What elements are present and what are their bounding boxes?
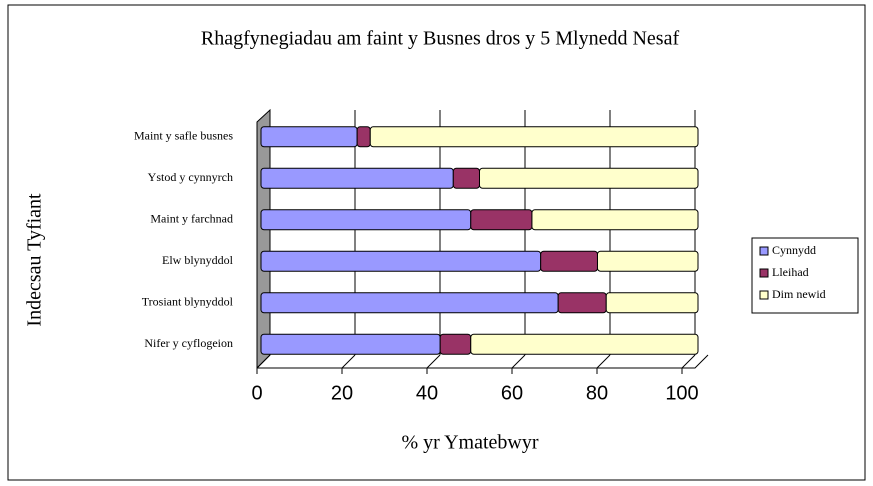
bar-segment <box>356 126 371 148</box>
x-axis-label: % yr Ymatebwyr <box>402 432 539 454</box>
bar-segment <box>479 167 699 189</box>
x-tick-label: 100 <box>665 382 698 404</box>
bar-segment <box>605 292 699 314</box>
bar-segment <box>260 209 472 231</box>
y-tick-label: Nifer y cyflogeion <box>144 336 233 350</box>
grid-line <box>341 354 356 369</box>
bar-segment <box>260 292 559 314</box>
x-tick-label: 60 <box>501 382 523 404</box>
bar-segment <box>557 292 607 314</box>
bar-segment <box>531 209 699 231</box>
grid-line <box>426 354 441 369</box>
bar-segment <box>260 333 441 355</box>
bar-segment <box>540 250 598 272</box>
y-tick-label: Elw blynyddol <box>162 253 234 267</box>
bar-segment <box>369 126 699 148</box>
grid-line <box>596 354 611 369</box>
bar-segment <box>439 333 472 355</box>
bar-segment <box>470 333 699 355</box>
x-tick-label: 0 <box>251 382 262 404</box>
grid-line <box>511 354 526 369</box>
bar-segment <box>260 126 358 148</box>
chart-frame <box>7 4 866 481</box>
y-tick-label: Ystod y cynnyrch <box>148 170 233 184</box>
bar-segment <box>260 250 542 272</box>
legend-label: Lleihad <box>772 265 809 279</box>
legend <box>751 237 859 314</box>
bar-segment <box>470 209 533 231</box>
y-tick-label: Trosiant blynyddol <box>142 295 234 309</box>
grid-line <box>681 354 696 369</box>
bar-segment <box>596 250 699 272</box>
legend-swatch <box>759 290 769 300</box>
bar-segment <box>452 167 480 189</box>
y-tick-label: Maint y safle busnes <box>134 129 233 143</box>
legend-label: Dim newid <box>772 287 826 301</box>
legend-swatch <box>759 268 769 278</box>
x-tick-label: 80 <box>586 382 608 404</box>
floor <box>257 354 709 369</box>
x-tick-label: 40 <box>416 382 438 404</box>
y-tick-label: Maint y farchnad <box>150 212 233 226</box>
x-tick-label: 20 <box>331 382 353 404</box>
side-wall <box>256 108 271 370</box>
legend-label: Cynnydd <box>772 243 816 257</box>
bar-segment <box>260 167 454 189</box>
chart-title: Rhagfynegiadau am faint y Busnes dros y … <box>201 28 680 50</box>
y-axis-label: Indecsau Tyfiant <box>24 193 46 327</box>
grid-line <box>256 354 271 369</box>
legend-swatch <box>759 246 769 256</box>
